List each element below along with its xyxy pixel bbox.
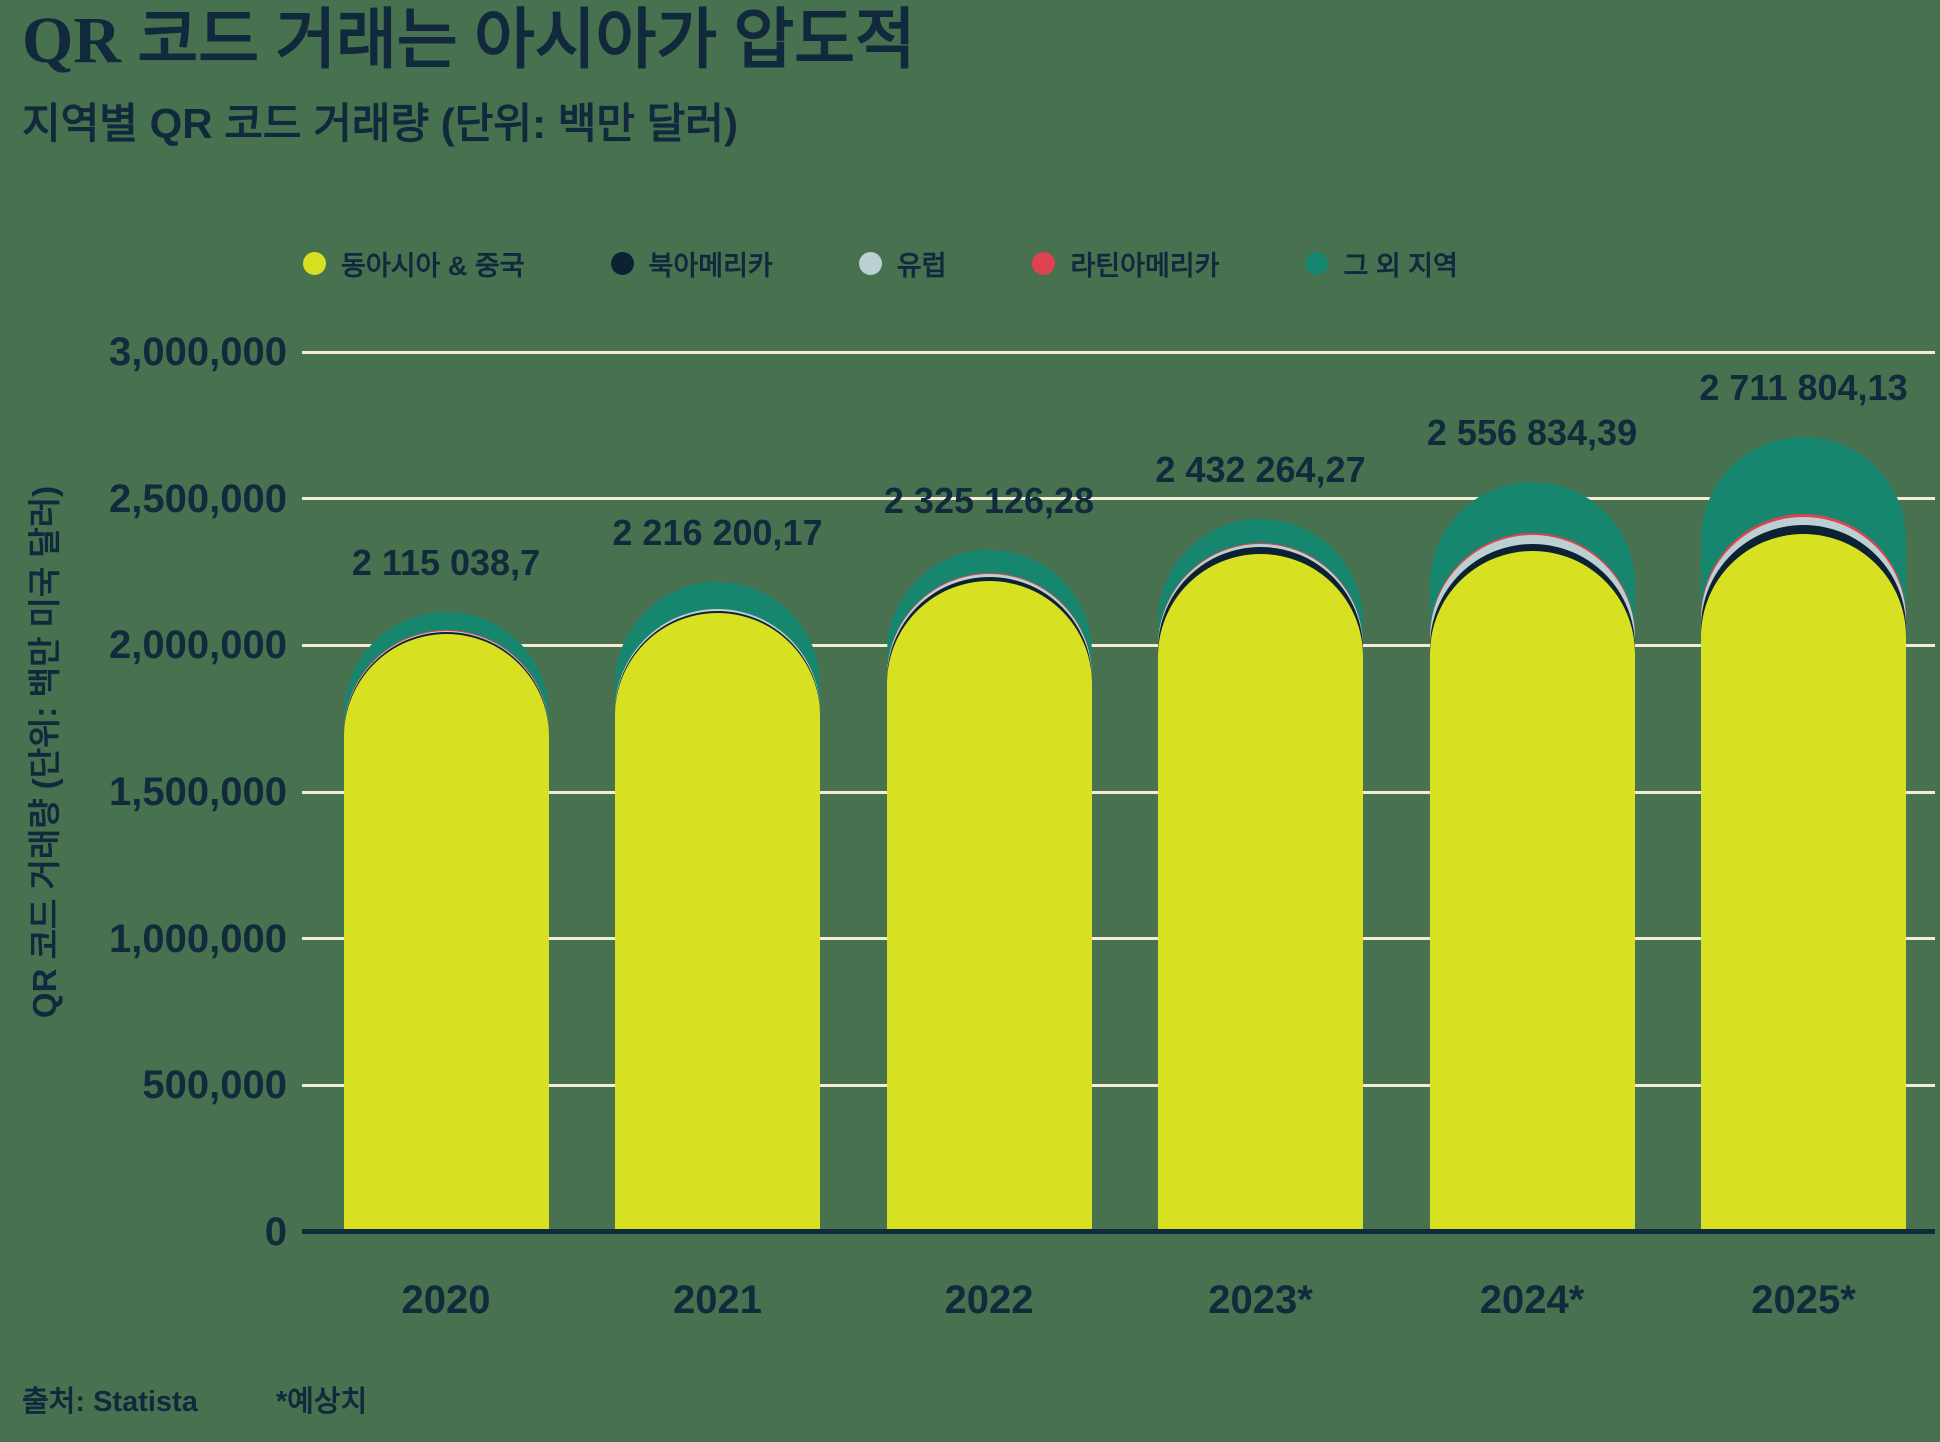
legend-label: 동아시아 & 중국 [341,250,525,281]
bar-value-label: 2 432 264,27 [1155,448,1366,490]
footer: 출처: Statista *예상치 [22,1378,367,1420]
legend-item: 라틴아메리카 [1032,244,1219,283]
y-tick-label: 1,000,000 [109,916,287,961]
chart-title: QR 코드 거래는 아시아가 압도적 [22,4,916,77]
gridline [302,350,1935,354]
legend-item: 동아시아 & 중국 [303,244,525,283]
x-tick-label: 2021 [673,1278,762,1322]
x-tick-label: 2023* [1208,1278,1313,1322]
x-tick-label: 2022 [944,1278,1034,1322]
bar-segment-동아시아 & 중국 [343,633,549,1232]
legend-dot-icon [1032,251,1056,275]
x-tick-label: 2024* [1479,1278,1585,1322]
y-tick-label: 2,500,000 [109,476,287,521]
bar-segment-동아시아 & 중국 [1429,551,1635,1232]
estimate-note: *예상치 [275,1386,368,1418]
legend-dot-icon [303,251,326,275]
legend-dot-icon [610,251,634,275]
y-tick-label: 500,000 [142,1063,287,1108]
gridline [302,497,1935,501]
bar-value-label: 2 216 200,17 [612,511,823,553]
legend: 동아시아 & 중국 북아메리카 유럽 라틴아메리카 그 외 지역 [303,244,1458,283]
legend-label: 유럽 [896,250,947,281]
bar-segment-동아시아 & 중국 [1701,533,1906,1232]
bar-segment-동아시아 & 중국 [615,613,820,1232]
bar-value-label: 2 115 038,7 [351,541,541,583]
bar-value-label: 2 556 834,39 [1426,412,1638,453]
legend-item: 유럽 [858,244,947,283]
chart-subtitle: 지역별 QR 코드 거래량 (단위: 백만 달러) [22,100,738,147]
legend-item: 그 외 지역 [1305,244,1458,283]
y-tick-label: 0 [264,1210,287,1254]
x-tick-label: 2025* [1751,1278,1856,1322]
legend-dot-icon [858,251,882,275]
y-tick-label: 3,000,000 [109,330,287,374]
gridline [302,1083,1935,1087]
y-tick-label: 2,000,000 [109,623,287,668]
gridline [302,790,1935,794]
bar-segment-동아시아 & 중국 [886,580,1092,1232]
legend-item: 북아메리카 [610,244,773,283]
legend-label: 그 외 지역 [1343,250,1458,281]
bar-value-label: 2 711 804,13 [1699,366,1908,408]
gridline [302,937,1935,941]
legend-dot-icon [1305,251,1329,275]
source-note: 출처: Statista [22,1386,198,1418]
y-tick-label: 1,500,000 [109,770,287,814]
x-tick-label: 2020 [401,1278,491,1322]
gridline [302,643,1935,647]
legend-label: 라틴아메리카 [1070,250,1220,281]
bar-value-label: 2 325 126,28 [883,479,1095,521]
x-axis-line [302,1229,1935,1234]
legend-label: 북아메리카 [648,250,773,281]
bar-segment-동아시아 & 중국 [1158,554,1363,1232]
plot-area: 2 115 038,7 2 216 200,17 2 325 126,28 2 432… [302,350,1935,1234]
